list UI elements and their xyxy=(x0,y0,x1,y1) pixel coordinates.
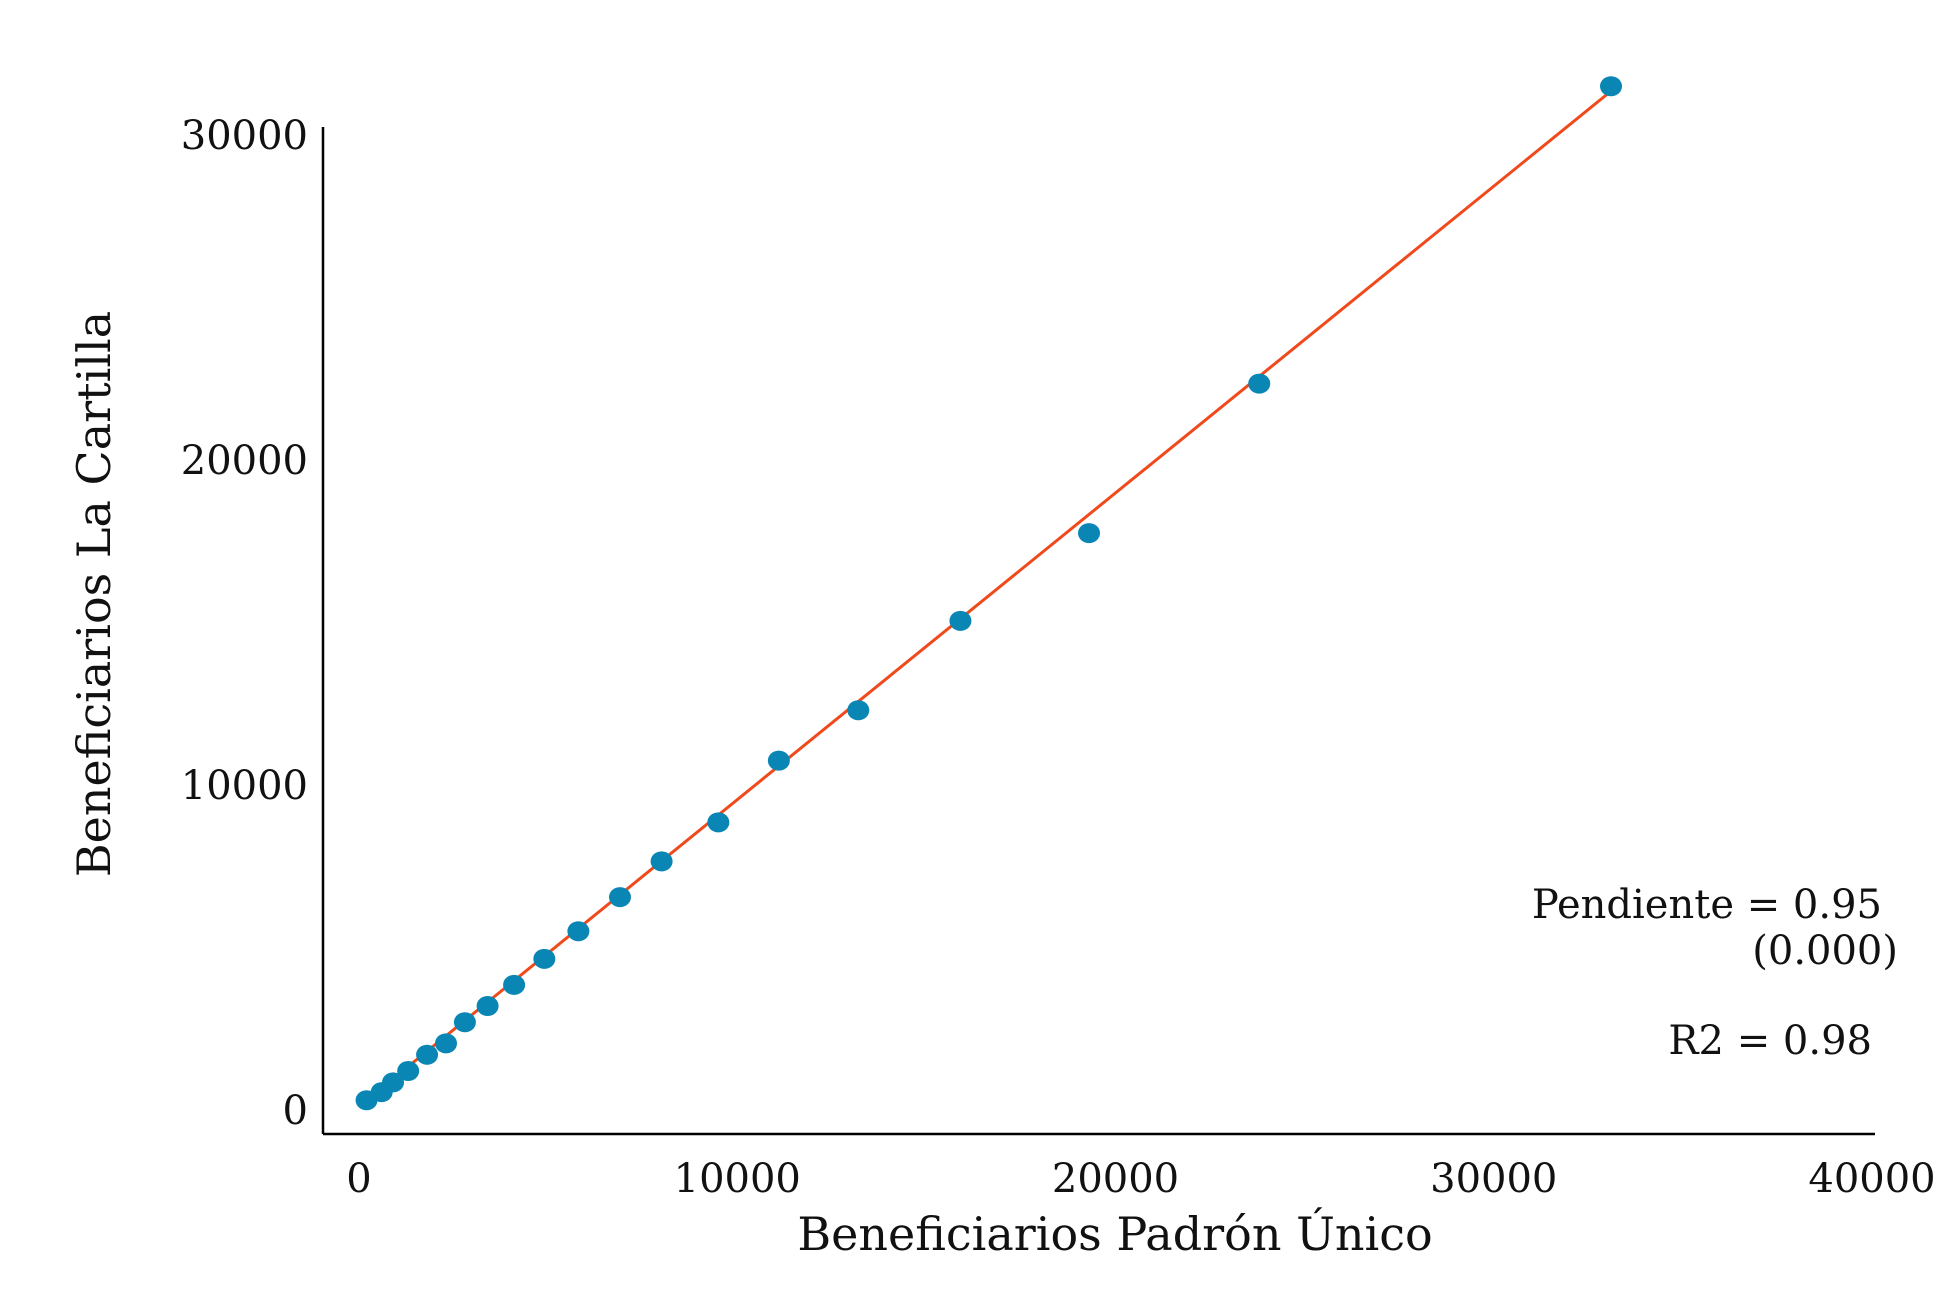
y-tick-label: 10000 xyxy=(181,763,308,809)
data-point xyxy=(453,1012,476,1033)
data-point xyxy=(533,948,556,969)
x-tick-label: 0 xyxy=(346,1156,371,1202)
fit-line xyxy=(365,89,1612,1102)
x-tick-label: 10000 xyxy=(674,1156,801,1202)
data-point xyxy=(1078,523,1101,544)
data-points xyxy=(355,76,1623,1111)
slope-se-annotation: (0.000) xyxy=(1752,928,1898,974)
x-tick-label: 30000 xyxy=(1430,1156,1557,1202)
data-point xyxy=(650,851,673,872)
r2-annotation: R2 = 0.98 xyxy=(1668,1018,1872,1064)
x-tick-label: 40000 xyxy=(1808,1156,1935,1202)
axes-layer xyxy=(321,127,1875,1136)
data-point xyxy=(476,996,499,1016)
data-point xyxy=(1248,373,1271,394)
slope-annotation: Pendiente = 0.95 xyxy=(1532,882,1882,928)
data-point xyxy=(949,610,972,631)
data-point xyxy=(382,1072,405,1093)
data-point xyxy=(416,1044,439,1065)
tick-labels: 0 10000 20000 30000 40000 0 10000 20000 30000 xyxy=(181,113,1936,1202)
data-point xyxy=(608,887,631,908)
y-tick-label: 20000 xyxy=(181,438,308,484)
data-point xyxy=(1600,76,1623,97)
data-point xyxy=(503,974,526,995)
fit-layer xyxy=(365,89,1612,1102)
y-tick-label: 0 xyxy=(283,1088,308,1134)
data-point xyxy=(567,921,590,942)
data-point xyxy=(847,700,870,721)
data-point xyxy=(397,1061,420,1081)
data-point xyxy=(707,812,730,833)
x-tick-label: 20000 xyxy=(1052,1156,1179,1202)
data-point xyxy=(434,1033,457,1054)
y-axis-title: Beneficiarios La Cartilla xyxy=(67,311,121,877)
data-point xyxy=(767,750,790,771)
y-tick-label: 30000 xyxy=(181,113,308,159)
x-axis-title: Beneficiarios Padrón Único xyxy=(797,1206,1432,1261)
